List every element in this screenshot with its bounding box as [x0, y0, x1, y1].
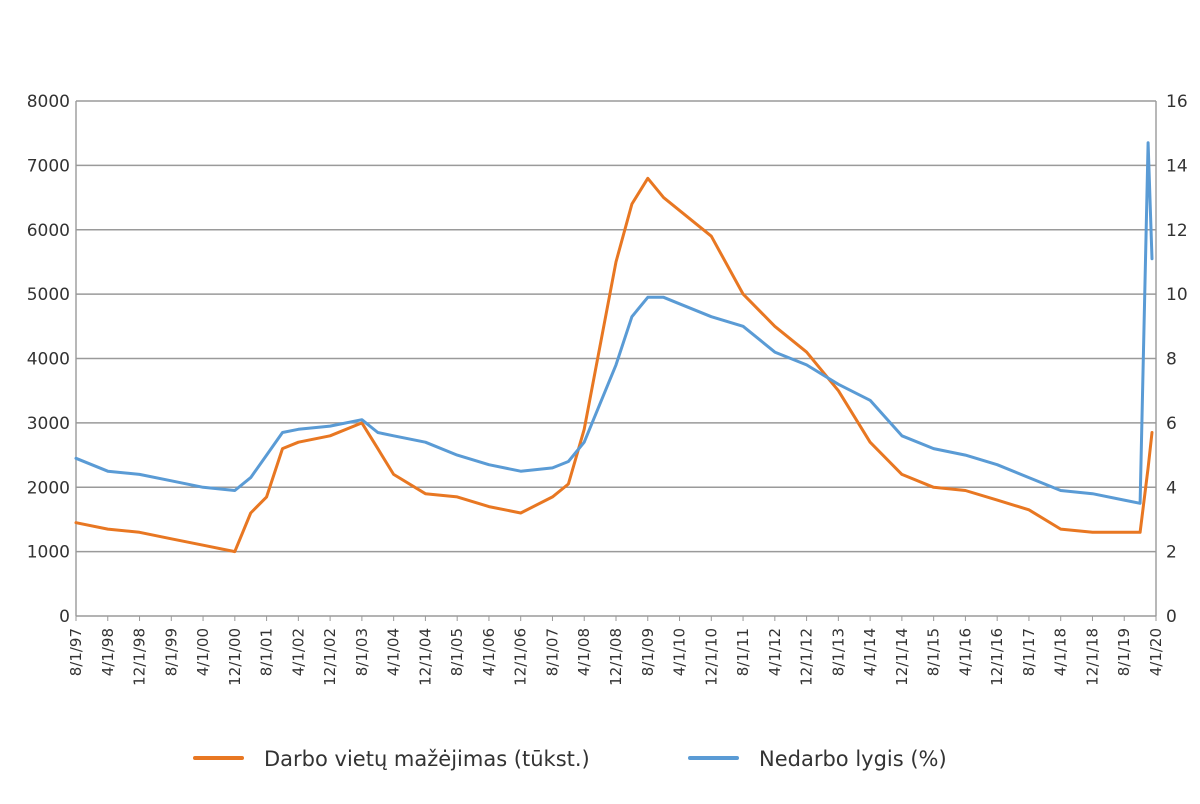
- x-tick-label: 12/1/10: [702, 628, 720, 686]
- x-tick-label: 4/1/02: [289, 628, 307, 676]
- x-tick-label: 12/1/18: [1083, 628, 1101, 686]
- x-tick-label: 12/1/12: [798, 628, 816, 686]
- x-tick-label: 8/1/11: [734, 628, 752, 676]
- legend-label-unemployment-rate: Nedarbo lygis (%): [759, 747, 947, 771]
- y-tick-label-right: 0: [1166, 607, 1177, 627]
- x-tick-label: 4/1/20: [1147, 628, 1165, 676]
- x-tick-label: 4/1/98: [99, 628, 117, 676]
- x-tick-label: 4/1/18: [1052, 628, 1070, 676]
- y-tick-label-right: 8: [1166, 350, 1177, 370]
- x-tick-label: 8/1/01: [258, 628, 276, 676]
- x-tick-label: 8/1/17: [1020, 628, 1038, 676]
- left-y-axis-ticks: 0 1000 2000 3000 4000 5000 6000 7000 8000: [27, 92, 70, 627]
- y-tick-label-right: 10: [1166, 285, 1188, 305]
- y-tick-label-left: 3000: [27, 414, 70, 434]
- y-tick-label-right: 12: [1166, 221, 1188, 241]
- x-axis-ticks: 8/1/97 4/1/98 12/1/98 8/1/99 4/1/00 12/1/00 8/…: [67, 616, 1165, 686]
- x-tick-label: 8/1/99: [162, 628, 180, 676]
- x-tick-label: 8/1/09: [639, 628, 657, 676]
- series-line-unemployment-rate: [74, 141, 1154, 505]
- axes: [75, 101, 1157, 616]
- y-tick-label-left: 1000: [27, 543, 70, 563]
- y-tick-label-left: 2000: [27, 478, 70, 498]
- x-tick-label: 8/1/13: [829, 628, 847, 676]
- x-tick-label: 4/1/16: [956, 628, 974, 676]
- x-tick-label: 4/1/00: [194, 628, 212, 676]
- x-tick-label: 12/1/00: [226, 628, 244, 686]
- y-tick-label-right: 16: [1166, 92, 1188, 112]
- x-tick-label: 4/1/04: [385, 628, 403, 676]
- y-tick-label-right: 6: [1166, 414, 1177, 434]
- y-tick-label-right: 14: [1166, 156, 1188, 176]
- x-tick-label: 8/1/97: [67, 628, 85, 676]
- x-tick-label: 12/1/98: [131, 628, 149, 686]
- y-tick-label-left: 7000: [27, 156, 70, 176]
- x-tick-label: 4/1/14: [861, 628, 879, 676]
- y-tick-label-left: 0: [59, 607, 70, 627]
- x-tick-label: 4/1/12: [766, 628, 784, 676]
- y-tick-label-left: 5000: [27, 285, 70, 305]
- x-tick-label: 8/1/19: [1115, 628, 1133, 676]
- series-line-job-losses: [74, 176, 1154, 554]
- series-lines: [74, 141, 1154, 554]
- x-tick-label: 12/1/06: [512, 628, 530, 686]
- x-tick-label: 12/1/04: [416, 628, 434, 686]
- y-tick-label-right: 4: [1166, 478, 1177, 498]
- x-tick-label: 8/1/15: [925, 628, 943, 676]
- legend: Darbo vietų mažėjimas (tūkst.) Nedarbo l…: [193, 747, 947, 771]
- x-tick-label: 12/1/02: [321, 628, 339, 686]
- right-y-axis-ticks: 0 2 4 6 8 10 12 14 16: [1166, 92, 1188, 627]
- y-tick-label-right: 2: [1166, 543, 1177, 563]
- x-tick-label: 4/1/10: [671, 628, 689, 676]
- x-tick-label: 4/1/08: [575, 628, 593, 676]
- legend-label-job-losses: Darbo vietų mažėjimas (tūkst.): [264, 747, 590, 771]
- x-tick-label: 4/1/06: [480, 628, 498, 676]
- x-tick-label: 12/1/16: [988, 628, 1006, 686]
- y-tick-label-left: 6000: [27, 221, 70, 241]
- x-tick-label: 8/1/05: [448, 628, 466, 676]
- x-tick-label: 12/1/14: [893, 628, 911, 686]
- y-tick-label-left: 8000: [27, 92, 70, 112]
- gridlines: [76, 100, 1156, 617]
- x-tick-label: 8/1/07: [543, 628, 561, 676]
- x-tick-label: 12/1/08: [607, 628, 625, 686]
- y-tick-label-left: 4000: [27, 350, 70, 370]
- x-tick-label: 8/1/03: [353, 628, 371, 676]
